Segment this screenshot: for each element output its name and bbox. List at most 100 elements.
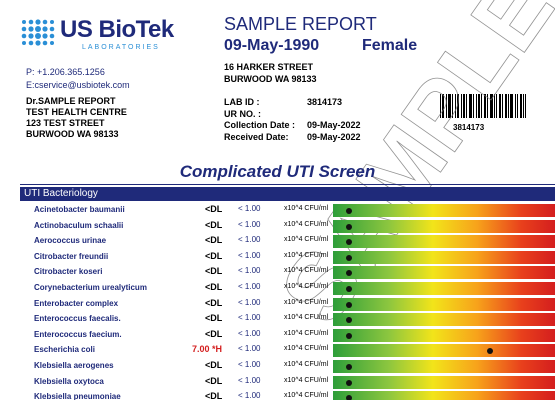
organism-name: Aerococcus urinae: [34, 236, 107, 246]
barcode-bar: [466, 94, 467, 118]
logo-icon: [21, 19, 55, 46]
unit: x10^4 CFU/ml: [284, 298, 329, 306]
reference-range: < 1.00: [238, 204, 261, 213]
barcode: [440, 94, 526, 118]
result-dot: [346, 223, 352, 230]
organism-name: Citrobacter koseri: [34, 267, 103, 277]
result: <DL: [205, 328, 223, 339]
unit: x10^4 CFU/ml: [284, 314, 329, 322]
barcode-bar: [520, 94, 522, 118]
reference-range: < 1.00: [238, 328, 261, 338]
barcode-bar: [525, 94, 526, 118]
barcode-bar: [440, 94, 441, 118]
range-bar: [333, 313, 555, 327]
barcode-bar: [463, 94, 465, 118]
unit: x10^4 CFU/ml: [284, 345, 329, 353]
organism-name: Enterococcus faecium.: [34, 329, 122, 339]
email: E:cservice@usbiotek.com: [26, 80, 130, 90]
organism-name: Klebsiella pneumoniae: [34, 392, 121, 400]
barcode-bar: [510, 94, 513, 118]
range-bar: [333, 360, 555, 373]
result: <DL: [205, 313, 223, 324]
reference-range: < 1.00: [238, 360, 261, 369]
result-dot: [346, 301, 352, 308]
result-dot: [346, 379, 352, 386]
unit: x10^4 CFU/ml: [284, 361, 329, 368]
result-dot: [346, 254, 352, 261]
date-of-birth: 09-May-1990: [224, 37, 320, 54]
unit: x10^4 CFU/ml: [284, 236, 329, 244]
barcode-bar: [494, 94, 495, 118]
unit: x10^4 CFU/ml: [284, 205, 329, 212]
title-rule: [20, 184, 555, 185]
barcode-bar: [457, 94, 459, 118]
result: <DL: [205, 250, 223, 261]
reference-range: < 1.00: [238, 235, 261, 245]
unit: x10^4 CFU/ml: [284, 283, 329, 290]
barcode-bar: [502, 94, 503, 118]
barcode-bar: [523, 94, 524, 118]
barcode-number: 3814173: [453, 123, 485, 132]
reference-range: < 1.00: [238, 282, 261, 291]
barcode-bar: [469, 94, 472, 118]
barcode-bar: [490, 94, 493, 118]
barcode-bar: [496, 94, 497, 118]
result-dot: [346, 317, 352, 324]
result-dot: [346, 208, 352, 214]
unit: x10^4 CFU/ml: [284, 329, 329, 337]
barcode-bar: [473, 94, 474, 118]
range-bar: [333, 266, 555, 280]
barcode-bar: [446, 94, 447, 118]
doctor-line: Dr.SAMPLE REPORT: [26, 96, 116, 106]
address-line: BURWOOD WA 98133: [224, 74, 317, 84]
result: <DL: [205, 282, 223, 292]
barcode-bar: [484, 94, 486, 118]
reference-range: < 1.00: [238, 219, 261, 229]
result: <DL: [205, 360, 223, 370]
result: <DL: [205, 219, 223, 230]
range-bar: [333, 235, 555, 249]
result-dot: [346, 239, 352, 246]
result: <DL: [205, 375, 223, 386]
result-dot: [346, 332, 352, 339]
barcode-bar: [517, 94, 518, 118]
reference-range: < 1.00: [238, 250, 261, 260]
field-label: LAB ID :: [224, 97, 260, 107]
reference-range: < 1.00: [238, 375, 261, 385]
organism-name: Enterococcus faecalis.: [34, 314, 121, 324]
result: <DL: [205, 235, 223, 246]
address-line: 16 HARKER STREET: [224, 62, 314, 72]
barcode-bar: [499, 94, 501, 118]
field-label: Received Date:: [224, 131, 289, 142]
section-bar: [20, 187, 555, 201]
patient-name: SAMPLE REPORT: [224, 14, 377, 34]
range-bar: [333, 204, 555, 217]
reference-range: < 1.00: [238, 266, 261, 276]
sex: Female: [362, 37, 418, 54]
unit: x10^4 CFU/ml: [284, 392, 329, 400]
result-dot: [346, 286, 352, 292]
barcode-bar: [448, 94, 451, 118]
organism-name: Actinobaculum schaalii: [34, 220, 124, 230]
range-bar: [333, 219, 555, 233]
organism-name: Acinetobacter baumanii: [34, 205, 125, 214]
field-label: UR NO. :: [224, 108, 261, 119]
field-value: 09-May-2022: [307, 131, 361, 142]
result: <DL: [205, 204, 223, 214]
organism-name: Klebsiella oxytoca: [34, 376, 104, 386]
range-bar: [333, 328, 555, 342]
logo-text: US BioTek: [60, 16, 174, 43]
result: <DL: [205, 391, 223, 400]
result-dot: [346, 364, 352, 370]
organism-name: Corynebacterium urealyticum: [34, 283, 147, 292]
range-bar: [333, 282, 555, 295]
reference-range: < 1.00: [238, 297, 261, 307]
doctor-line: TEST HEALTH CENTRE: [26, 107, 127, 117]
range-bar: [333, 391, 555, 400]
barcode-bar: [478, 94, 480, 118]
result-dot: [487, 348, 493, 355]
barcode-bar: [481, 94, 482, 118]
organism-name: Enterobacter complex: [34, 298, 119, 308]
field-value: 09-May-2022: [307, 120, 361, 130]
